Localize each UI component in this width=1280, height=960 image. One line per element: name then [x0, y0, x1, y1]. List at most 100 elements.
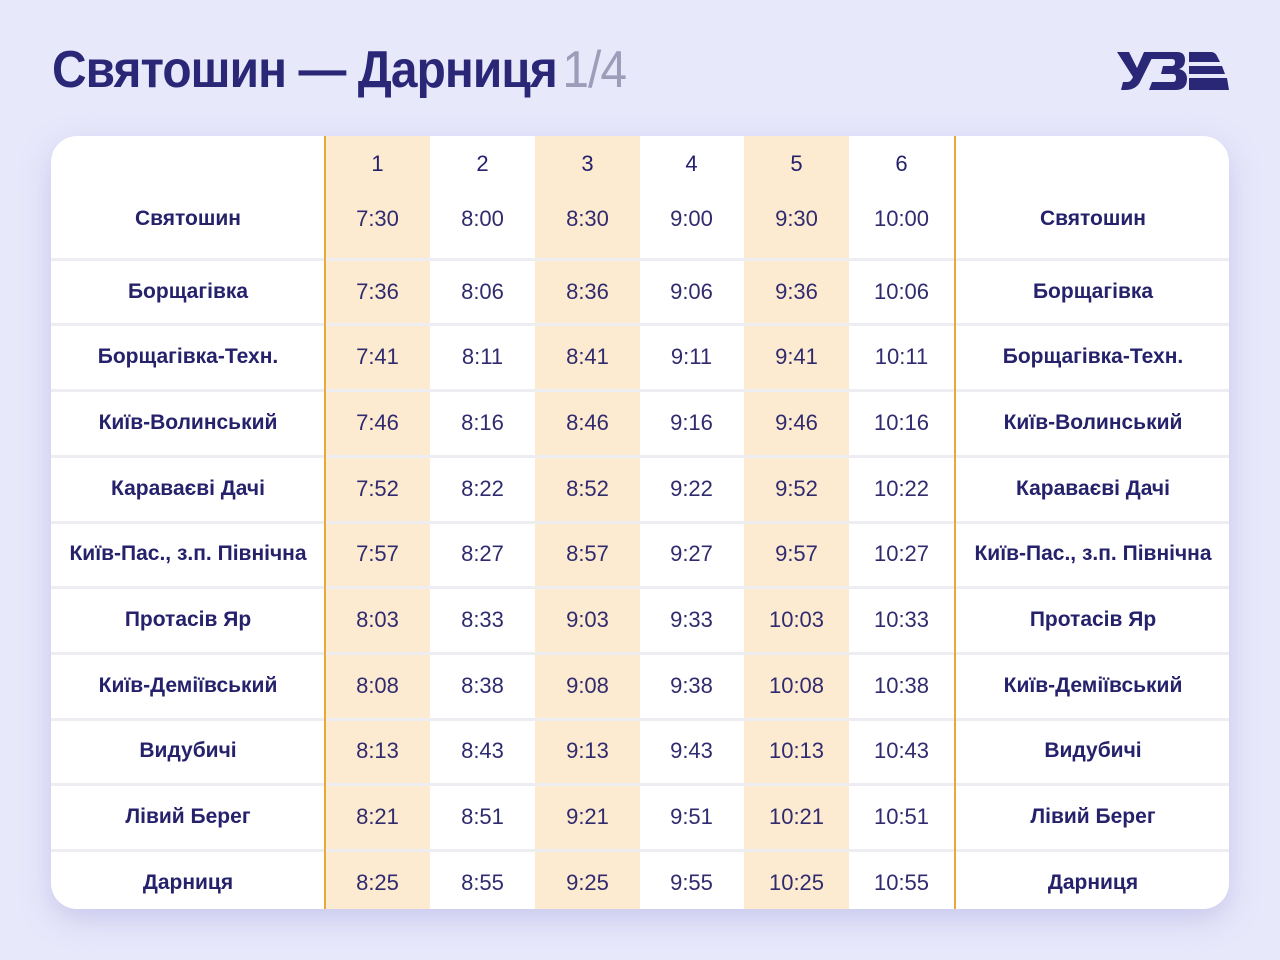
departure-time: 8:36: [566, 278, 609, 304]
station-name-right: Протасів Яр: [1029, 608, 1157, 632]
station-name-right: Борщагівка-Техн.: [1002, 345, 1184, 369]
column-divider: [324, 136, 326, 909]
departure-time: 8:03: [356, 607, 399, 633]
departure-time: 8:41: [566, 344, 609, 370]
row-divider: [51, 389, 1229, 393]
departure-time: 9:52: [775, 475, 818, 501]
departure-time: 9:13: [566, 738, 609, 764]
station-name-left: Дарниця: [142, 870, 234, 894]
departure-time: 10:38: [873, 672, 930, 698]
departure-time: 8:06: [461, 278, 504, 304]
departure-time: 7:52: [356, 475, 399, 501]
station-name-right: Святошин: [1040, 207, 1146, 230]
station-name-right: Караваєві Дачі: [1016, 476, 1170, 500]
station-name-left: Святошин: [135, 207, 241, 230]
departure-time: 9:57: [775, 541, 818, 567]
departure-time: 9:36: [775, 278, 818, 304]
station-name-left: Видубичі: [139, 739, 237, 763]
departure-time: 8:13: [356, 738, 399, 764]
departure-time: 8:11: [461, 344, 504, 370]
route-title: Святошин — Дарниця: [52, 41, 558, 99]
train-number-header: 6: [895, 151, 908, 176]
departure-time: 10:06: [873, 278, 930, 304]
departure-time: 8:51: [461, 804, 504, 830]
station-name-right: Дарниця: [1047, 870, 1139, 894]
departure-time: 8:25: [356, 869, 399, 895]
departure-time: 7:57: [356, 541, 399, 567]
departure-time: 8:55: [461, 869, 504, 895]
station-name-right: Київ-Волинський: [1003, 410, 1183, 434]
departure-time: 9:16: [670, 409, 713, 435]
departure-time: 8:43: [461, 738, 504, 764]
departure-time: 8:52: [566, 475, 609, 501]
station-name-right: Видубичі: [1044, 739, 1142, 763]
departure-time: 8:00: [461, 206, 504, 231]
departure-time: 9:51: [670, 804, 713, 830]
departure-time: 7:41: [356, 344, 399, 370]
departure-time: 9:03: [566, 607, 609, 633]
station-name-left: Борщагівка: [127, 279, 249, 303]
departure-time: 10:22: [873, 475, 930, 501]
station-name-right: Борщагівка: [1032, 279, 1154, 303]
station-name-left: Київ-Волинський: [98, 410, 278, 434]
station-name-left: Лівий Берег: [125, 805, 251, 829]
departure-time: 9:08: [566, 672, 609, 698]
station-name-right: Київ-Пас., з.п. Північна: [974, 542, 1212, 566]
station-name-right: Лівий Берег: [1030, 805, 1156, 829]
departure-time: 10:51: [873, 804, 930, 830]
row-divider: [51, 651, 1229, 655]
departure-time: 10:03: [768, 607, 825, 633]
departure-time: 7:30: [356, 206, 399, 231]
departure-time: 7:46: [356, 409, 399, 435]
departure-time: 8:46: [566, 409, 609, 435]
departure-time: 10:43: [873, 738, 930, 764]
departure-time: 10:55: [873, 869, 930, 895]
departure-time: 9:11: [670, 344, 713, 370]
station-name-left: Борщагівка-Техн.: [97, 345, 279, 369]
station-name-right: Київ-Деміївський: [1003, 673, 1183, 697]
station-name-left: Протасів Яр: [124, 608, 252, 632]
departure-time: 9:46: [775, 409, 818, 435]
row-divider: [51, 849, 1229, 852]
page-title: Святошин — Дарниця 1/4: [52, 40, 627, 100]
departure-time: 9:33: [670, 607, 713, 633]
departure-time: 8:33: [461, 607, 504, 633]
schedule-table: 1 2 3 4 5 6 Святошин 7:30 8:00 8:30 9:00 9:30 10:00 С…: [51, 136, 1229, 909]
departure-time: 10:16: [873, 409, 930, 435]
train-number-header: 3: [581, 151, 594, 176]
departure-time: 8:30: [566, 206, 609, 231]
departure-time: 8:08: [356, 672, 399, 698]
departure-time: 10:25: [768, 869, 825, 895]
row-divider: [51, 783, 1229, 787]
train-number-header: 4: [685, 151, 698, 176]
uz-logo-icon: [1117, 52, 1229, 90]
page-indicator: 1/4: [562, 41, 627, 99]
departure-time: 8:21: [356, 804, 399, 830]
row-divider: [51, 586, 1229, 590]
departure-time: 10:21: [768, 804, 825, 830]
station-name-left: Київ-Деміївський: [98, 673, 278, 697]
departure-time: 8:22: [461, 475, 504, 501]
departure-time: 9:00: [670, 206, 713, 231]
row-divider: [51, 454, 1229, 458]
row-divider: [51, 520, 1229, 524]
departure-time: 9:22: [670, 475, 713, 501]
departure-time: 8:27: [461, 541, 504, 567]
departure-time: 9:30: [775, 206, 818, 231]
departure-time: 10:08: [768, 672, 825, 698]
row-divider: [51, 257, 1229, 261]
departure-time: 10:11: [874, 344, 929, 370]
departure-time: 8:16: [461, 409, 504, 435]
departure-time: 10:00: [873, 206, 930, 231]
station-name-left: Київ-Пас., з.п. Північна: [69, 542, 307, 566]
departure-time: 10:27: [873, 541, 930, 567]
departure-time: 10:33: [873, 607, 930, 633]
column-divider: [954, 136, 956, 909]
departure-time: 9:25: [566, 869, 609, 895]
departure-time: 8:38: [461, 672, 504, 698]
departure-time: 7:36: [356, 278, 399, 304]
train-number-header: 1: [371, 151, 384, 176]
row-divider: [51, 323, 1229, 327]
row-divider: [51, 717, 1229, 721]
departure-time: 9:41: [775, 344, 818, 370]
